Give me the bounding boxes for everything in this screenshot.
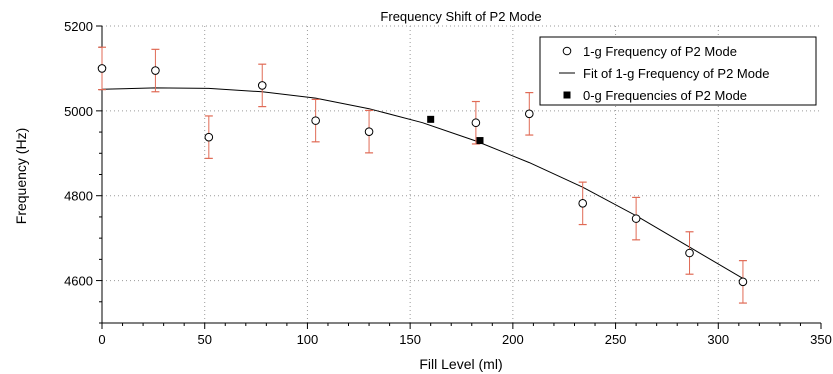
x-tick-label: 150	[399, 332, 421, 347]
y-tick-label: 4800	[64, 189, 93, 204]
y-tick-label: 5000	[64, 104, 93, 119]
tick-labels: 0 50 100 150 200 250 300 350 4600 4800 5000 5200	[64, 19, 832, 347]
data-point-1g	[364, 127, 374, 136]
legend-label-fit: Fit of 1-g Frequency of P2 Mode	[583, 66, 769, 81]
data-point-1g	[738, 277, 748, 287]
data-point-1g	[311, 116, 320, 125]
legend: 1-g Frequency of P2 Mode Fit of 1-g Freq…	[539, 36, 817, 106]
x-tick-label: 100	[297, 332, 319, 347]
x-tick-label: 50	[197, 332, 211, 347]
x-axis-title: Fill Level (ml)	[419, 356, 502, 372]
x-tick-label: 0	[98, 332, 105, 347]
data-point-1g	[151, 66, 160, 75]
x-tick-label: 350	[810, 332, 832, 347]
data-point-1g	[578, 199, 588, 208]
y-tick-label: 4600	[64, 274, 93, 289]
x-tick-label: 250	[605, 332, 627, 347]
y-axis-title: Frequency (Hz)	[13, 128, 29, 224]
legend-open-circle-icon	[562, 46, 572, 56]
data-point-1g	[471, 118, 481, 128]
legend-label-1g: 1-g Frequency of P2 Mode	[583, 44, 737, 59]
y-tick-label: 5200	[64, 19, 93, 34]
data-point-1g	[685, 248, 694, 258]
x-tick-label: 300	[707, 332, 729, 347]
chart-title: Frequency Shift of P2 Mode	[380, 9, 541, 24]
legend-label-0g: 0-g Frequencies of P2 Mode	[583, 88, 747, 103]
data-point-1g	[97, 64, 107, 73]
legend-box	[539, 36, 817, 106]
data-point-0g	[427, 115, 435, 123]
legend-filled-square-icon	[563, 91, 571, 99]
x-tick-label: 200	[502, 332, 524, 347]
data-point-0g	[476, 137, 484, 145]
data-point-1g	[204, 132, 214, 142]
grid-lines	[102, 25, 821, 323]
data-points	[97, 64, 748, 287]
data-point-1g	[631, 214, 641, 223]
data-point-1g	[257, 81, 267, 90]
data-point-1g	[524, 109, 534, 119]
